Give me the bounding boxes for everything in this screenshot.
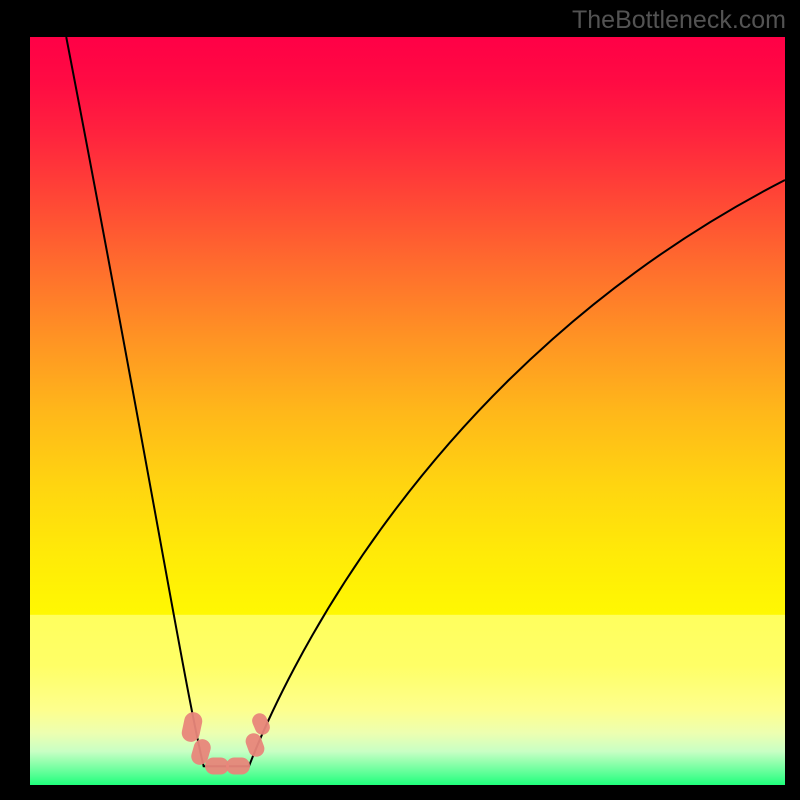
watermark-text: TheBottleneck.com — [572, 6, 786, 35]
curve-marker — [226, 757, 250, 774]
bottleneck-curve — [30, 37, 785, 785]
bottleneck-curve-path — [66, 37, 785, 766]
chart-frame — [30, 37, 785, 785]
